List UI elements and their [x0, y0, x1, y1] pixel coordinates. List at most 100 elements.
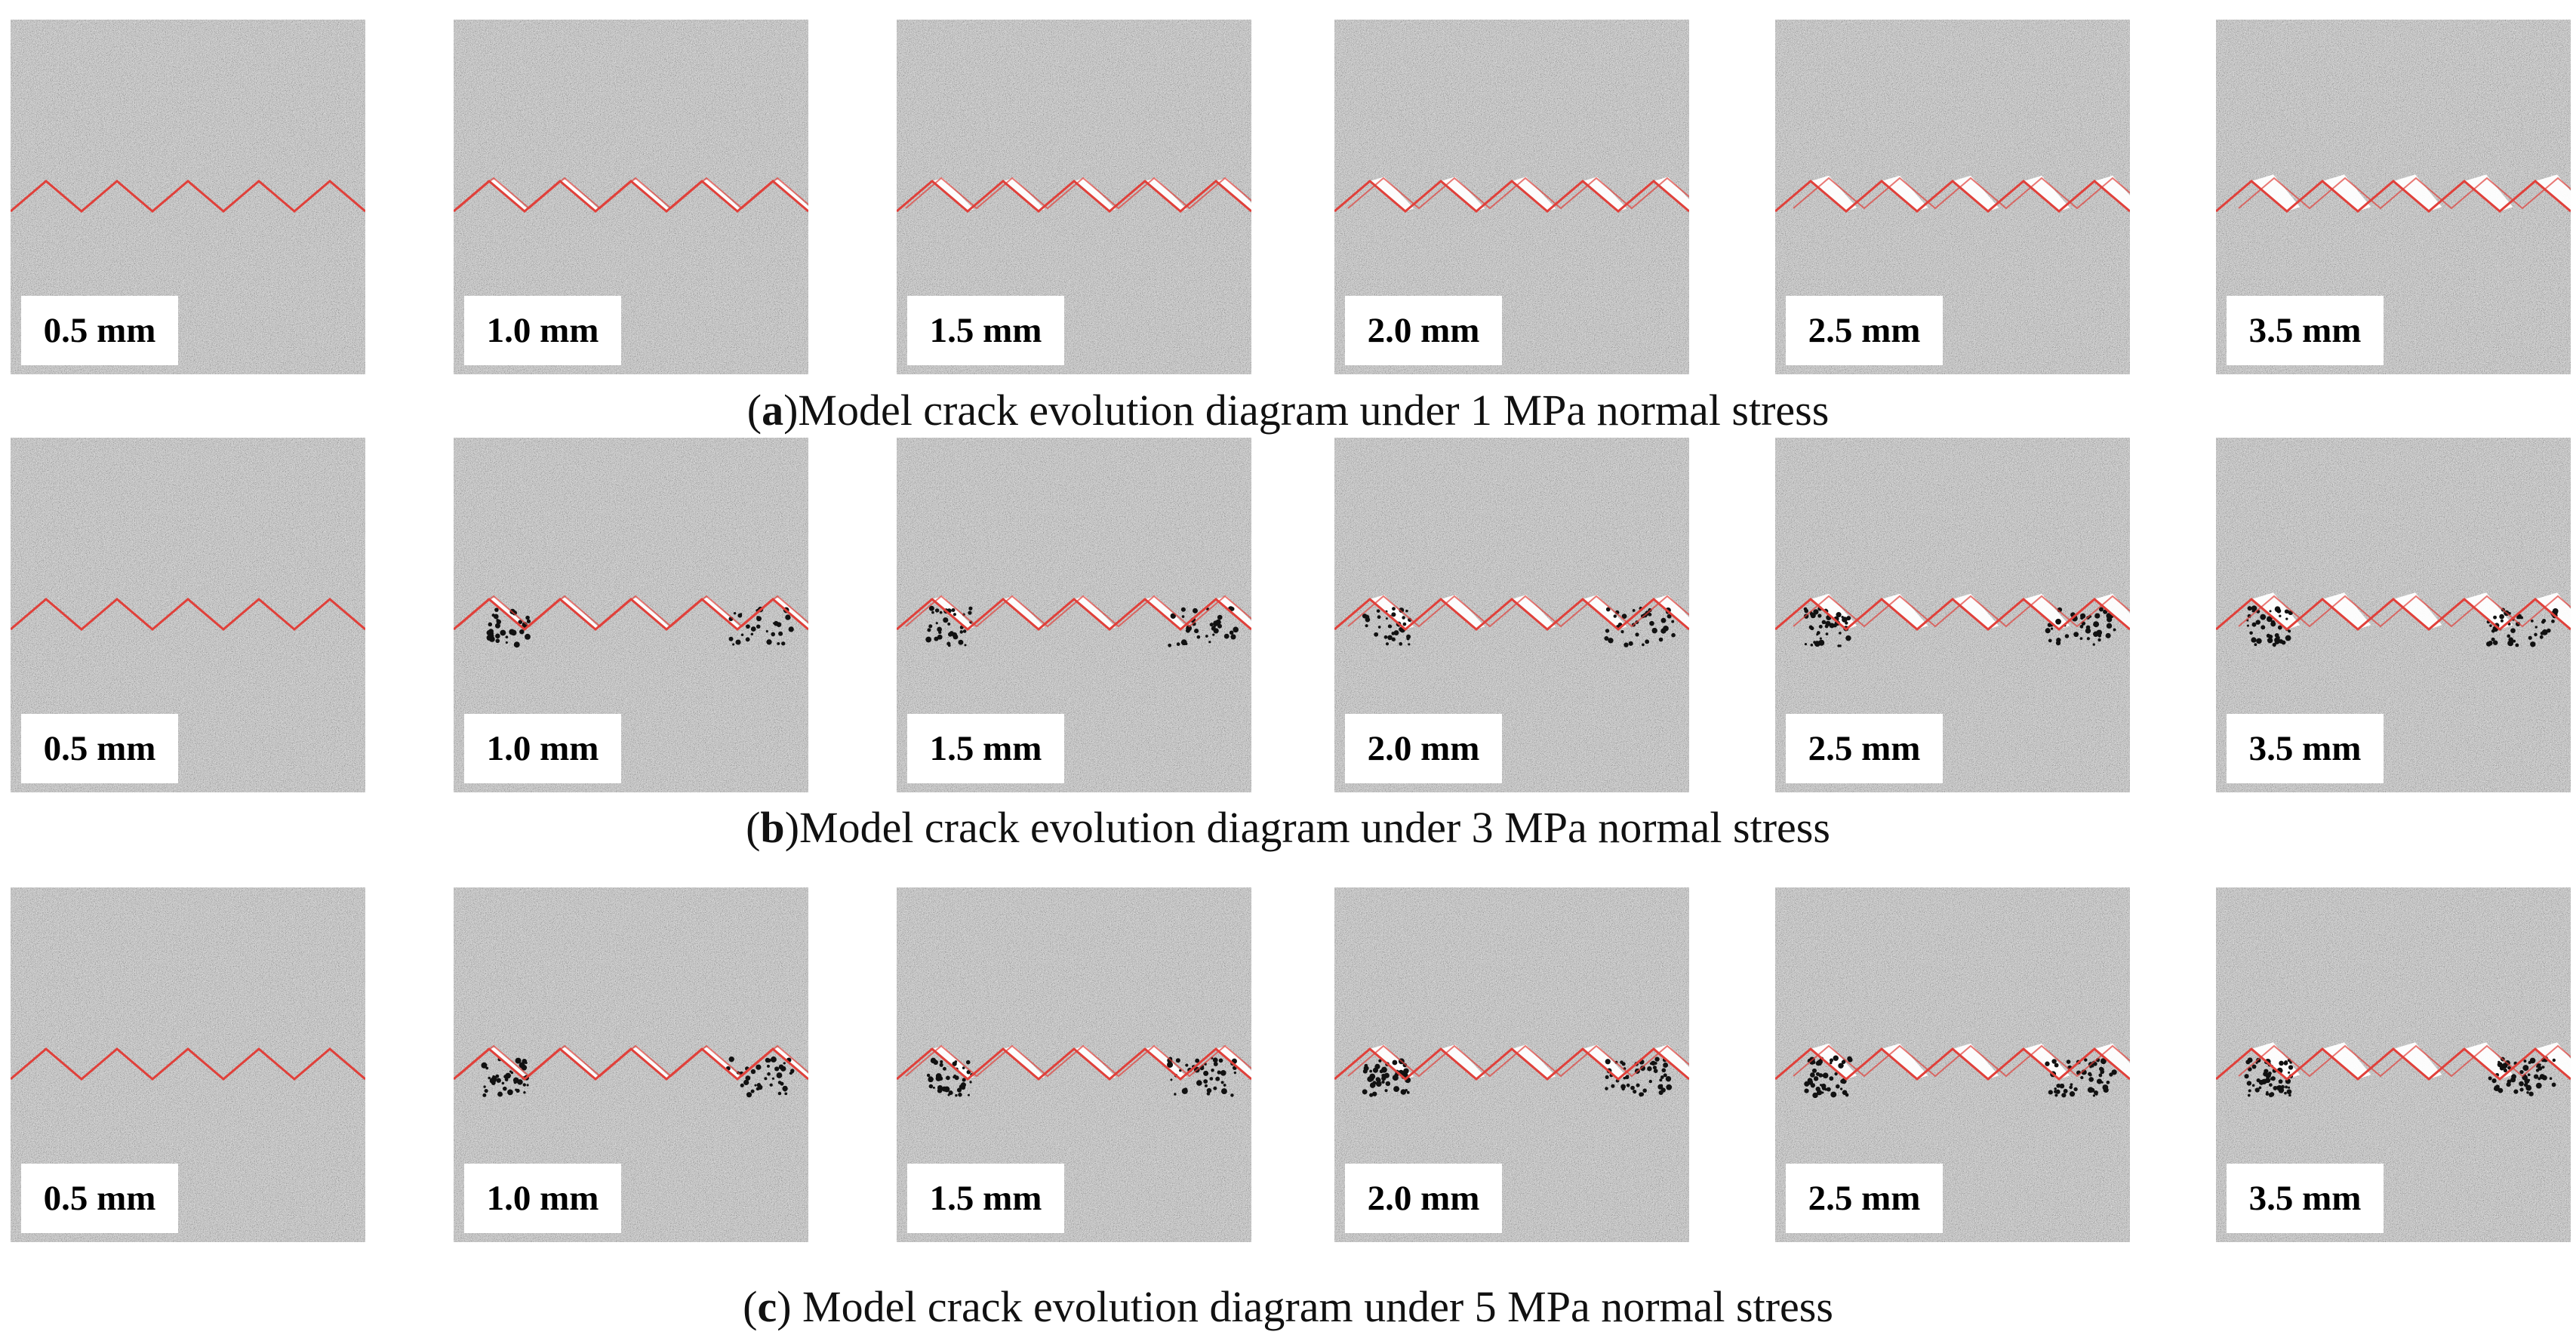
crack-fragment [2526, 1091, 2529, 1094]
crack-fragment [1205, 1084, 1208, 1087]
crack-fragment [947, 1093, 949, 1096]
crack-panel: 0.5 mm [11, 438, 365, 792]
crack-fragment [2265, 1078, 2270, 1083]
crack-fragment [2112, 1069, 2117, 1075]
crack-fragment [1805, 643, 1807, 645]
crack-fragment [2488, 641, 2492, 645]
figure-row-a: 0.5 mm 1.0 mm 1.5 mm 2.0 mm 2.5 mm 3.5 m… [0, 20, 2576, 374]
crack-fragment [1401, 1089, 1407, 1095]
crack-fragment [933, 1087, 935, 1089]
crack-fragment [940, 611, 943, 614]
crack-fragment [1659, 1090, 1663, 1095]
displacement-label: 2.0 mm [1345, 296, 1502, 365]
crack-fragment [746, 1092, 752, 1097]
crack-fragment [2520, 616, 2523, 619]
joint-opening [560, 1047, 599, 1079]
crack-panel: 0.5 mm [11, 887, 365, 1242]
crack-fragment [969, 1081, 971, 1083]
crack-fragment [1363, 1069, 1368, 1074]
joint-opening [1074, 596, 1116, 629]
crack-fragment [1829, 1076, 1833, 1081]
crack-fragment [2519, 1087, 2523, 1091]
crack-fragment [1651, 628, 1657, 633]
crack-fragment [925, 637, 931, 643]
crack-fragment [2251, 637, 2256, 642]
crack-fragment [1605, 1075, 1609, 1079]
crack-fragment [2285, 617, 2288, 620]
displacement-label: 2.0 mm [1345, 714, 1502, 783]
crack-fragment [928, 1077, 933, 1082]
joint-opening [1441, 595, 1485, 629]
crack-fragment [2542, 619, 2546, 623]
crack-fragment [2498, 1061, 2500, 1063]
crack-fragment [2086, 626, 2091, 630]
crack-fragment [751, 1090, 755, 1093]
joint-opening [2024, 1044, 2070, 1079]
crack-fragment [2248, 1094, 2251, 1097]
crack-fragment [2285, 1086, 2288, 1089]
crack-fragment [2535, 626, 2538, 628]
crack-fragment [2093, 621, 2099, 627]
crack-fragment [1635, 632, 1639, 636]
crack-fragment [2513, 640, 2516, 643]
joint-opening [1512, 1044, 1556, 1079]
crack-fragment [2519, 1081, 2524, 1087]
crack-fragment [931, 611, 934, 614]
crack-fragment [1825, 621, 1830, 626]
crack-fragment [2106, 633, 2111, 638]
displacement-label: 2.0 mm [1345, 1164, 1502, 1233]
crack-fragment [766, 630, 768, 632]
crack-fragment [2273, 1086, 2278, 1090]
crack-fragment [784, 1093, 787, 1096]
crack-fragment [1640, 1093, 1644, 1096]
crack-fragment [2538, 1063, 2541, 1066]
crack-fragment [2552, 1082, 2556, 1087]
joint-opening [1882, 176, 1928, 211]
crack-fragment [756, 1065, 761, 1070]
crack-fragment [968, 610, 971, 614]
crack-fragment [497, 1092, 503, 1097]
displacement-label: 3.5 mm [2227, 296, 2384, 365]
crack-fragment [1820, 637, 1822, 639]
joint-opening [1074, 1046, 1116, 1079]
joint-opening [1003, 596, 1045, 629]
crack-fragment [503, 1075, 507, 1078]
crack-fragment [2542, 1075, 2547, 1081]
crack-panel: 3.5 mm [2216, 20, 2571, 374]
crack-fragment [525, 634, 531, 640]
crack-fragment [511, 1072, 513, 1074]
crack-fragment [780, 1081, 783, 1085]
crack-fragment [2259, 1087, 2262, 1090]
crack-fragment [729, 1056, 734, 1062]
crack-fragment [1219, 1058, 1223, 1063]
crack-fragment [1614, 614, 1617, 617]
crack-fragment [740, 613, 742, 615]
crack-fragment [527, 620, 531, 623]
crack-fragment [2257, 620, 2261, 623]
crack-fragment [2260, 614, 2266, 620]
crack-fragment [2098, 1073, 2102, 1077]
crack-fragment [496, 619, 498, 621]
crack-fragment [2113, 628, 2116, 631]
joint-opening [702, 179, 741, 211]
joint-opening [1811, 176, 1857, 211]
crack-fragment [1208, 641, 1211, 643]
crack-fragment [943, 1067, 946, 1071]
crack-fragment [2270, 621, 2276, 626]
crack-fragment [2051, 627, 2053, 629]
joint-opening [2024, 594, 2070, 629]
crack-fragment [962, 1066, 965, 1069]
crack-fragment [1211, 1069, 1214, 1072]
crack-fragment [1825, 1075, 1827, 1077]
caption-a: (a)Model crack evolution diagram under 1… [0, 389, 2576, 432]
crack-fragment [495, 638, 500, 643]
crack-fragment [778, 632, 783, 636]
crack-fragment [2249, 631, 2253, 635]
crack-fragment [1182, 615, 1185, 618]
crack-fragment [1648, 613, 1652, 617]
crack-fragment [2088, 1087, 2094, 1093]
crack-fragment [2064, 1089, 2068, 1093]
crack-fragment [2107, 623, 2112, 629]
crack-panel: 2.0 mm [1334, 887, 1689, 1242]
crack-fragment [492, 614, 495, 617]
